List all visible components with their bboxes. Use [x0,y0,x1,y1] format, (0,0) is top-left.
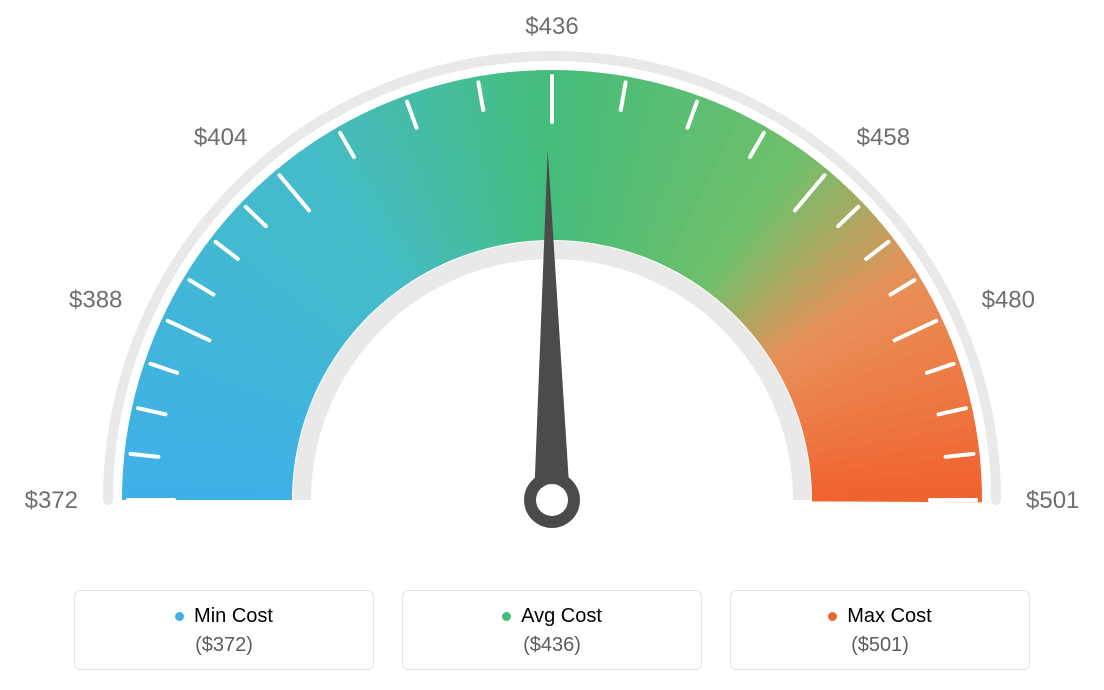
cost-gauge-widget: $372 $388 $404 $436 $458 $480 $501 Min Cost ($… [0,0,1104,690]
svg-text:$436: $436 [525,13,578,40]
svg-text:$372: $372 [25,487,78,514]
legend-max-label: Max Cost [828,605,931,628]
gauge-chart: $372 $388 $404 $436 $458 $480 $501 [0,0,1104,570]
svg-text:$501: $501 [1026,487,1079,514]
dot-icon [175,612,184,621]
legend-avg-label: Avg Cost [502,605,602,628]
svg-text:$404: $404 [194,124,247,151]
legend-min-value: ($372) [75,634,373,657]
legend-max: Max Cost ($501) [730,590,1030,670]
svg-text:$458: $458 [857,124,910,151]
legend-row: Min Cost ($372) Avg Cost ($436) Max Cost… [0,590,1104,670]
dot-icon [828,612,837,621]
svg-text:$480: $480 [982,287,1035,314]
legend-min-text: Min Cost [194,605,273,628]
legend-avg: Avg Cost ($436) [402,590,702,670]
legend-max-text: Max Cost [847,605,931,628]
dot-icon [502,612,511,621]
legend-min: Min Cost ($372) [74,590,374,670]
svg-text:$388: $388 [69,287,122,314]
legend-max-value: ($501) [731,634,1029,657]
legend-min-label: Min Cost [175,605,273,628]
legend-avg-value: ($436) [403,634,701,657]
legend-avg-text: Avg Cost [521,605,602,628]
